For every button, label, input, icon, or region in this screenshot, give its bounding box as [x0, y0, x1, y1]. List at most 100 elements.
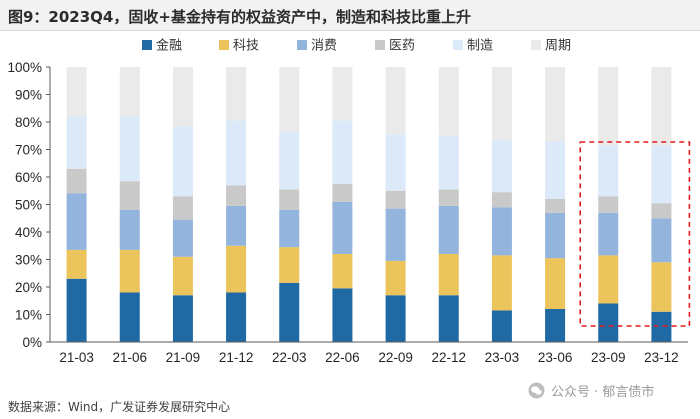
bar-segment [332, 288, 353, 342]
bar-segment [66, 193, 87, 250]
watermark: 公众号 · 郁言债市 [528, 381, 654, 400]
y-tick-label: 50% [15, 198, 42, 213]
legend-label: 医药 [389, 38, 415, 53]
bar-segment [66, 67, 87, 117]
bar-segment [332, 183, 353, 202]
bar-segment [385, 260, 406, 296]
wechat-icon [528, 382, 545, 399]
legend-swatch [297, 40, 307, 50]
y-tick-label: 0% [22, 335, 42, 350]
bar-segment [438, 67, 459, 136]
x-tick-label: 23-12 [644, 350, 679, 365]
legend-label: 金融 [156, 38, 182, 53]
bar-segment [385, 295, 406, 342]
y-tick-label: 10% [15, 308, 42, 323]
x-tick-label: 23-09 [591, 350, 626, 365]
y-tick-label: 90% [15, 88, 42, 103]
x-tick-label: 22-03 [272, 350, 307, 365]
bar-segment [279, 282, 300, 342]
axes: 0% 10% 20% 30% 40% 50% 60% 70% 80% 90% 100% 21-03 21… [7, 60, 688, 365]
bar-segment [491, 192, 512, 208]
legend: 金融 科技 消费 医药 制造 周期 [142, 38, 571, 53]
bar-segment [385, 190, 406, 209]
x-tick-label: 22-06 [325, 350, 360, 365]
x-tick-label: 21-09 [166, 350, 201, 365]
bar-segment [598, 303, 619, 342]
legend-label: 消费 [311, 38, 337, 53]
x-tick-label: 21-12 [219, 350, 254, 365]
y-tick-label: 60% [15, 170, 42, 185]
x-tick-label: 22-12 [431, 350, 466, 365]
bar-segment [598, 67, 619, 146]
bar-segment [119, 210, 140, 250]
bar-segment [119, 292, 140, 342]
bar-segment [279, 67, 300, 132]
bar-segment [651, 67, 672, 146]
bar-segment [226, 245, 247, 293]
watermark-text: 公众号 · 郁言债市 [551, 385, 655, 400]
legend-swatch [219, 40, 229, 50]
bar-segment [226, 67, 247, 121]
bar-segment [172, 219, 193, 257]
legend-label: 周期 [545, 38, 571, 53]
bar-segment [279, 210, 300, 248]
bar-segment [385, 134, 406, 191]
bar-segment [279, 247, 300, 283]
bar-segment [332, 254, 353, 289]
bar-segment [651, 203, 672, 219]
bar-segment [119, 249, 140, 293]
bars [66, 67, 672, 342]
legend-swatch [531, 40, 541, 50]
bar-segment [651, 311, 672, 342]
bar-segment [119, 181, 140, 210]
bar-segment [651, 218, 672, 263]
y-tick-label: 80% [15, 115, 42, 130]
bar-segment [491, 67, 512, 140]
bar-segment [438, 254, 459, 296]
bar-segment [438, 205, 459, 254]
y-tick-label: 20% [15, 280, 42, 295]
y-tick-label: 70% [15, 143, 42, 158]
bar-segment [491, 207, 512, 256]
legend-swatch [142, 40, 152, 50]
bar-segment [279, 189, 300, 210]
bar-segment [172, 196, 193, 220]
bar-segment [598, 145, 619, 197]
bar-segment [66, 249, 87, 279]
y-tick-label: 30% [15, 253, 42, 268]
legend-swatch [375, 40, 385, 50]
bar-segment [545, 309, 566, 342]
figure-title: 图9：2023Q4，固收+基金持有的权益资产中，制造和科技比重上升 [8, 8, 471, 26]
bar-segment [332, 67, 353, 121]
bar-segment [438, 295, 459, 342]
x-tick-label: 21-03 [59, 350, 94, 365]
bar-segment [172, 126, 193, 197]
legend-label: 科技 [233, 38, 259, 53]
bar-segment [545, 141, 566, 199]
bar-segment [172, 67, 193, 127]
bar-segment [332, 120, 353, 184]
x-tick-label: 22-09 [378, 350, 413, 365]
bar-segment [491, 139, 512, 193]
bar-segment [66, 278, 87, 342]
bar-segment [119, 67, 140, 117]
bar-segment [545, 258, 566, 309]
bar-segment [66, 116, 87, 169]
bar-segment [385, 208, 406, 261]
bar-segment [598, 212, 619, 256]
bar-segment [119, 116, 140, 182]
bar-segment [172, 295, 193, 342]
bar-segment [545, 67, 566, 142]
x-tick-label: 23-06 [538, 350, 573, 365]
bar-segment [226, 205, 247, 246]
bar-segment [438, 189, 459, 206]
bar-segment [279, 131, 300, 190]
bar-segment [545, 212, 566, 259]
annotations [579, 141, 691, 327]
bar-segment [651, 262, 672, 312]
source-note: 数据来源：Wind，广发证券发展研究中心 [8, 400, 231, 414]
bar-segment [598, 196, 619, 213]
legend-swatch [453, 40, 463, 50]
